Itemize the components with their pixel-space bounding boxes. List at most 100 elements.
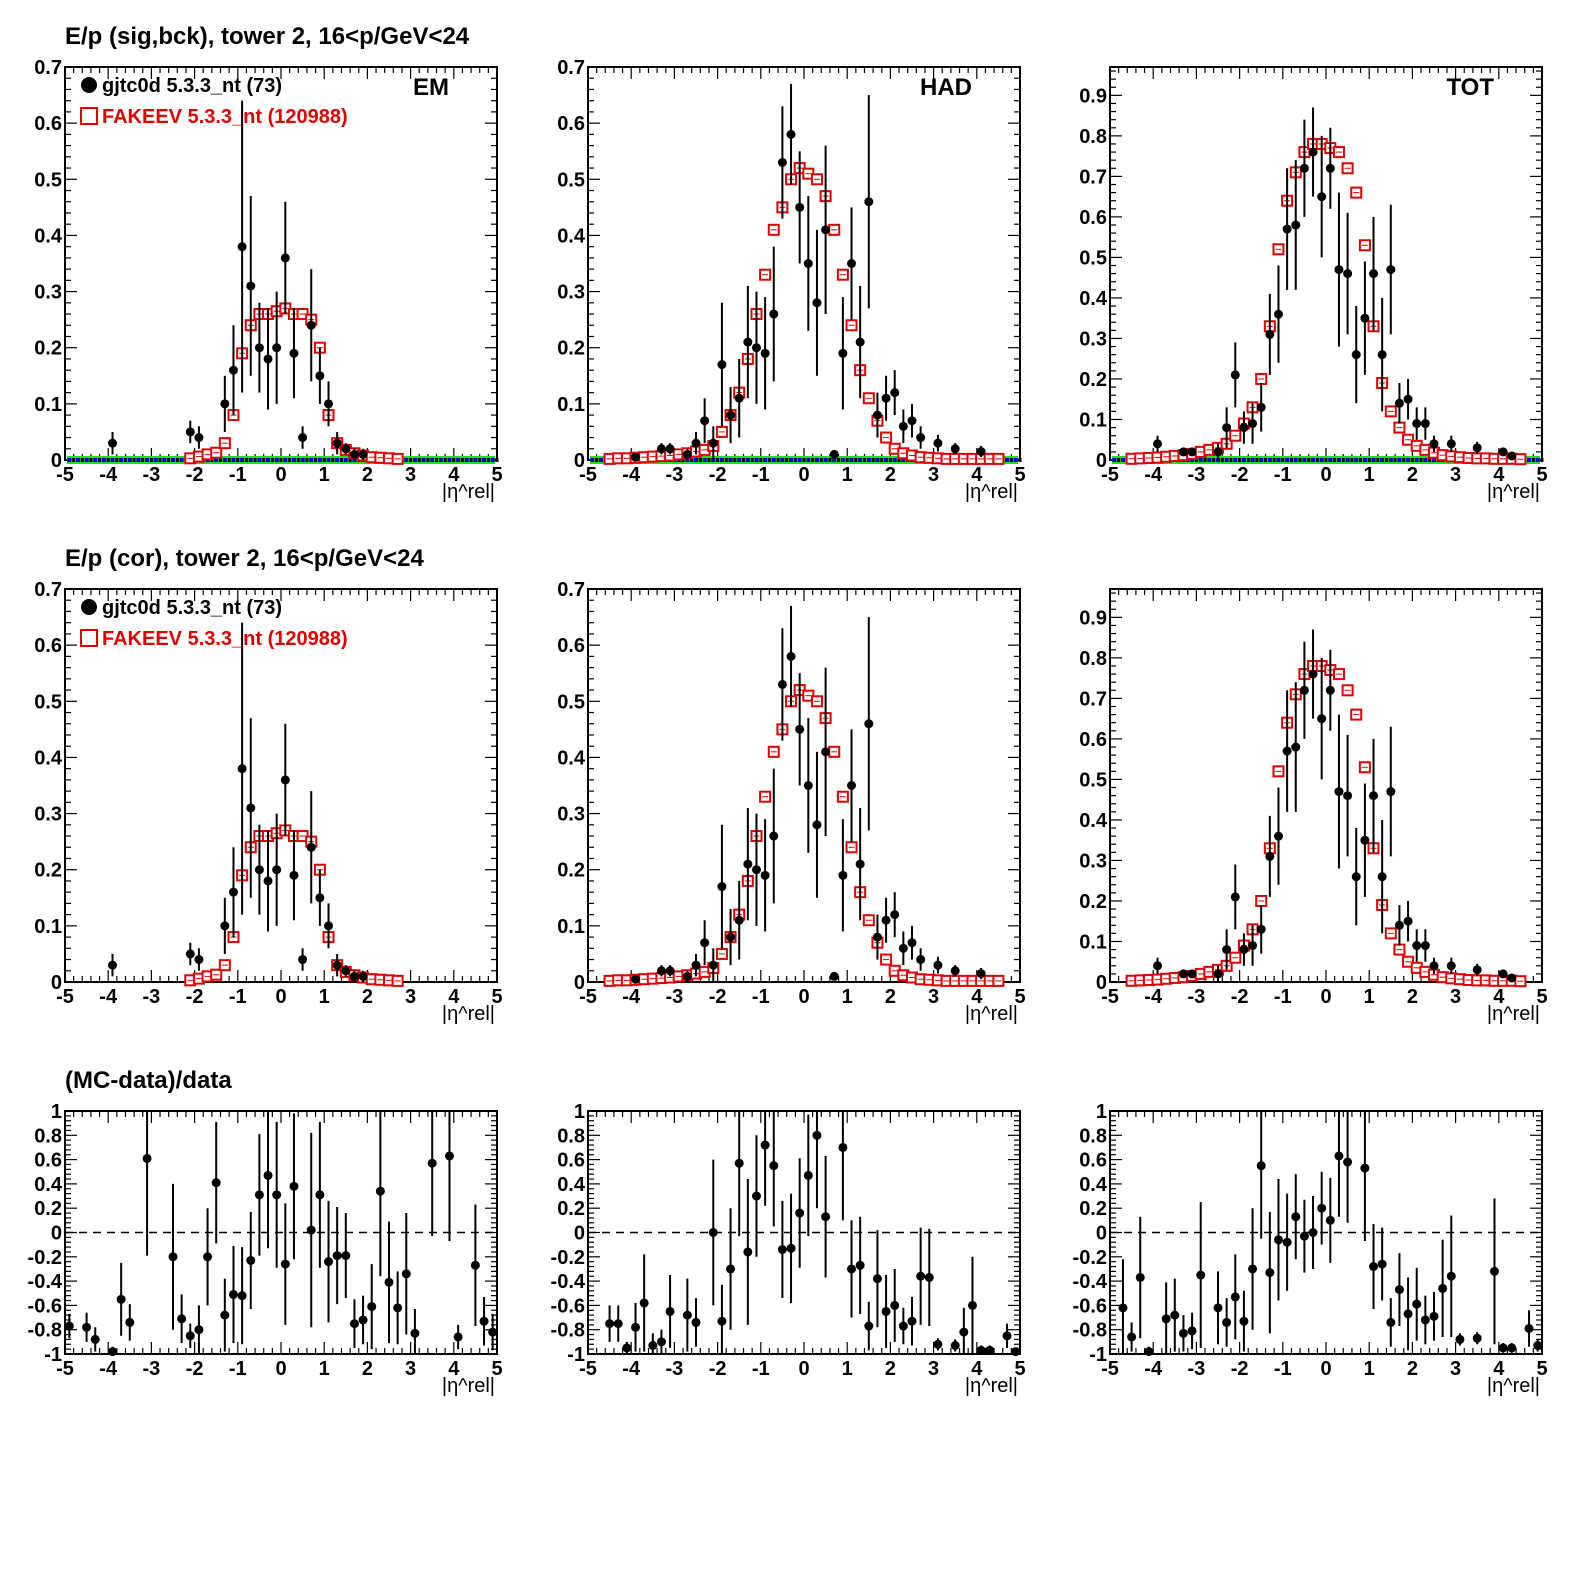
background-point [482,458,487,462]
background-point [814,458,819,462]
data-point [1498,447,1508,457]
x-tick-label: 1 [1364,464,1375,486]
data-point [1343,791,1353,801]
data-point [838,870,848,880]
background-point [897,458,901,462]
background-point [227,458,231,462]
data-point [470,1260,480,1270]
y-tick-label: 0 [51,450,62,472]
data-point [341,444,351,454]
data-point [1222,1317,1232,1327]
x-tick-label: 2 [885,464,896,486]
background-point [811,458,815,462]
data-point [90,1334,100,1344]
x-tick-label: 2 [885,986,896,1008]
background-point [1345,458,1350,462]
background-point [89,458,93,462]
x-tick-label: 3 [1450,464,1461,486]
background-point [590,458,595,462]
data-point [332,960,342,970]
background-point [1212,458,1216,462]
data-point [1317,192,1327,202]
data-point [185,427,195,437]
x-tick-label: -4 [1144,1358,1163,1380]
data-point [829,449,839,459]
x-tick-label: 3 [405,464,416,486]
background-point [1333,458,1337,462]
data-point [479,1316,489,1326]
data-point [760,348,770,358]
data-point [1291,1212,1301,1222]
background-point [598,458,603,462]
y-tick-label: 0.5 [34,169,62,191]
data-point [453,1332,463,1342]
background-point [1423,458,1428,462]
legend-mc-label: FAKEEV 5.3.3_nt (120988) [102,106,348,128]
data-point [332,438,342,448]
background-point [305,458,309,462]
background-point [1315,458,1319,462]
background-point [266,458,271,462]
x-tick-label: 0 [1320,464,1331,486]
data-point [1230,370,1240,380]
background-point [716,458,720,462]
data-point [289,348,299,358]
x-tick-label: 1 [842,986,853,1008]
data-point [613,1319,623,1329]
panel-r3-c2: -5 -4 -3 -2 -1 0 1 2 3 4 5|η^rel|-1-0.8-0.6-0.4-0.… [551,1101,1026,1397]
data-point [1282,746,1292,756]
y-tick-label: 0.3 [557,282,585,304]
data-point [298,433,308,443]
data-point [1472,1333,1482,1343]
data-point [1187,1326,1197,1336]
background-point [1397,458,1402,462]
background-point [430,458,435,462]
data-point [1308,1228,1318,1237]
data-point [194,955,204,965]
x-axis-label: |η^rel| [442,1375,495,1397]
background-point [274,458,279,462]
background-point [231,458,236,462]
y-tick-label: 0.2 [1079,1198,1107,1220]
background-point [1359,458,1363,462]
data-point [1429,439,1439,449]
data-point [108,960,118,970]
background-point [72,458,76,462]
data-point [1118,1303,1128,1313]
data-point [1256,402,1266,412]
data-point [1420,1315,1430,1325]
data-point [881,1306,891,1316]
x-axis-label: |η^rel| [442,481,495,503]
x-axis-label: |η^rel| [965,481,1018,503]
data-point [1498,969,1508,979]
data-point [795,1208,805,1218]
data-point [881,915,891,925]
data-point [700,938,710,948]
data-point [933,960,943,970]
y-tick-label: -1 [44,1344,62,1366]
data-point [769,309,779,319]
background-point [417,458,421,462]
background-point [244,458,248,462]
background-point [1229,458,1233,462]
data-point [838,1142,848,1152]
y-tick-label: 0.4 [1079,1174,1108,1196]
background-point [745,458,750,462]
background-point [1255,458,1259,462]
data-point [916,433,926,443]
background-point [435,458,439,462]
data-point [1334,1151,1344,1161]
data-point [795,724,805,734]
data-point [959,1327,969,1337]
data-point [228,365,238,375]
data-point [358,971,368,981]
x-tick-label: -3 [1188,986,1206,1008]
y-tick-label: 0.6 [557,1150,585,1172]
x-tick-label: -3 [666,986,684,1008]
background-point [1419,458,1423,462]
data-point [324,1257,334,1267]
background-point [1362,458,1367,462]
y-tick-label: 0.8 [557,1125,585,1147]
background-point [789,458,794,462]
y-tick-label: 0 [51,972,62,994]
